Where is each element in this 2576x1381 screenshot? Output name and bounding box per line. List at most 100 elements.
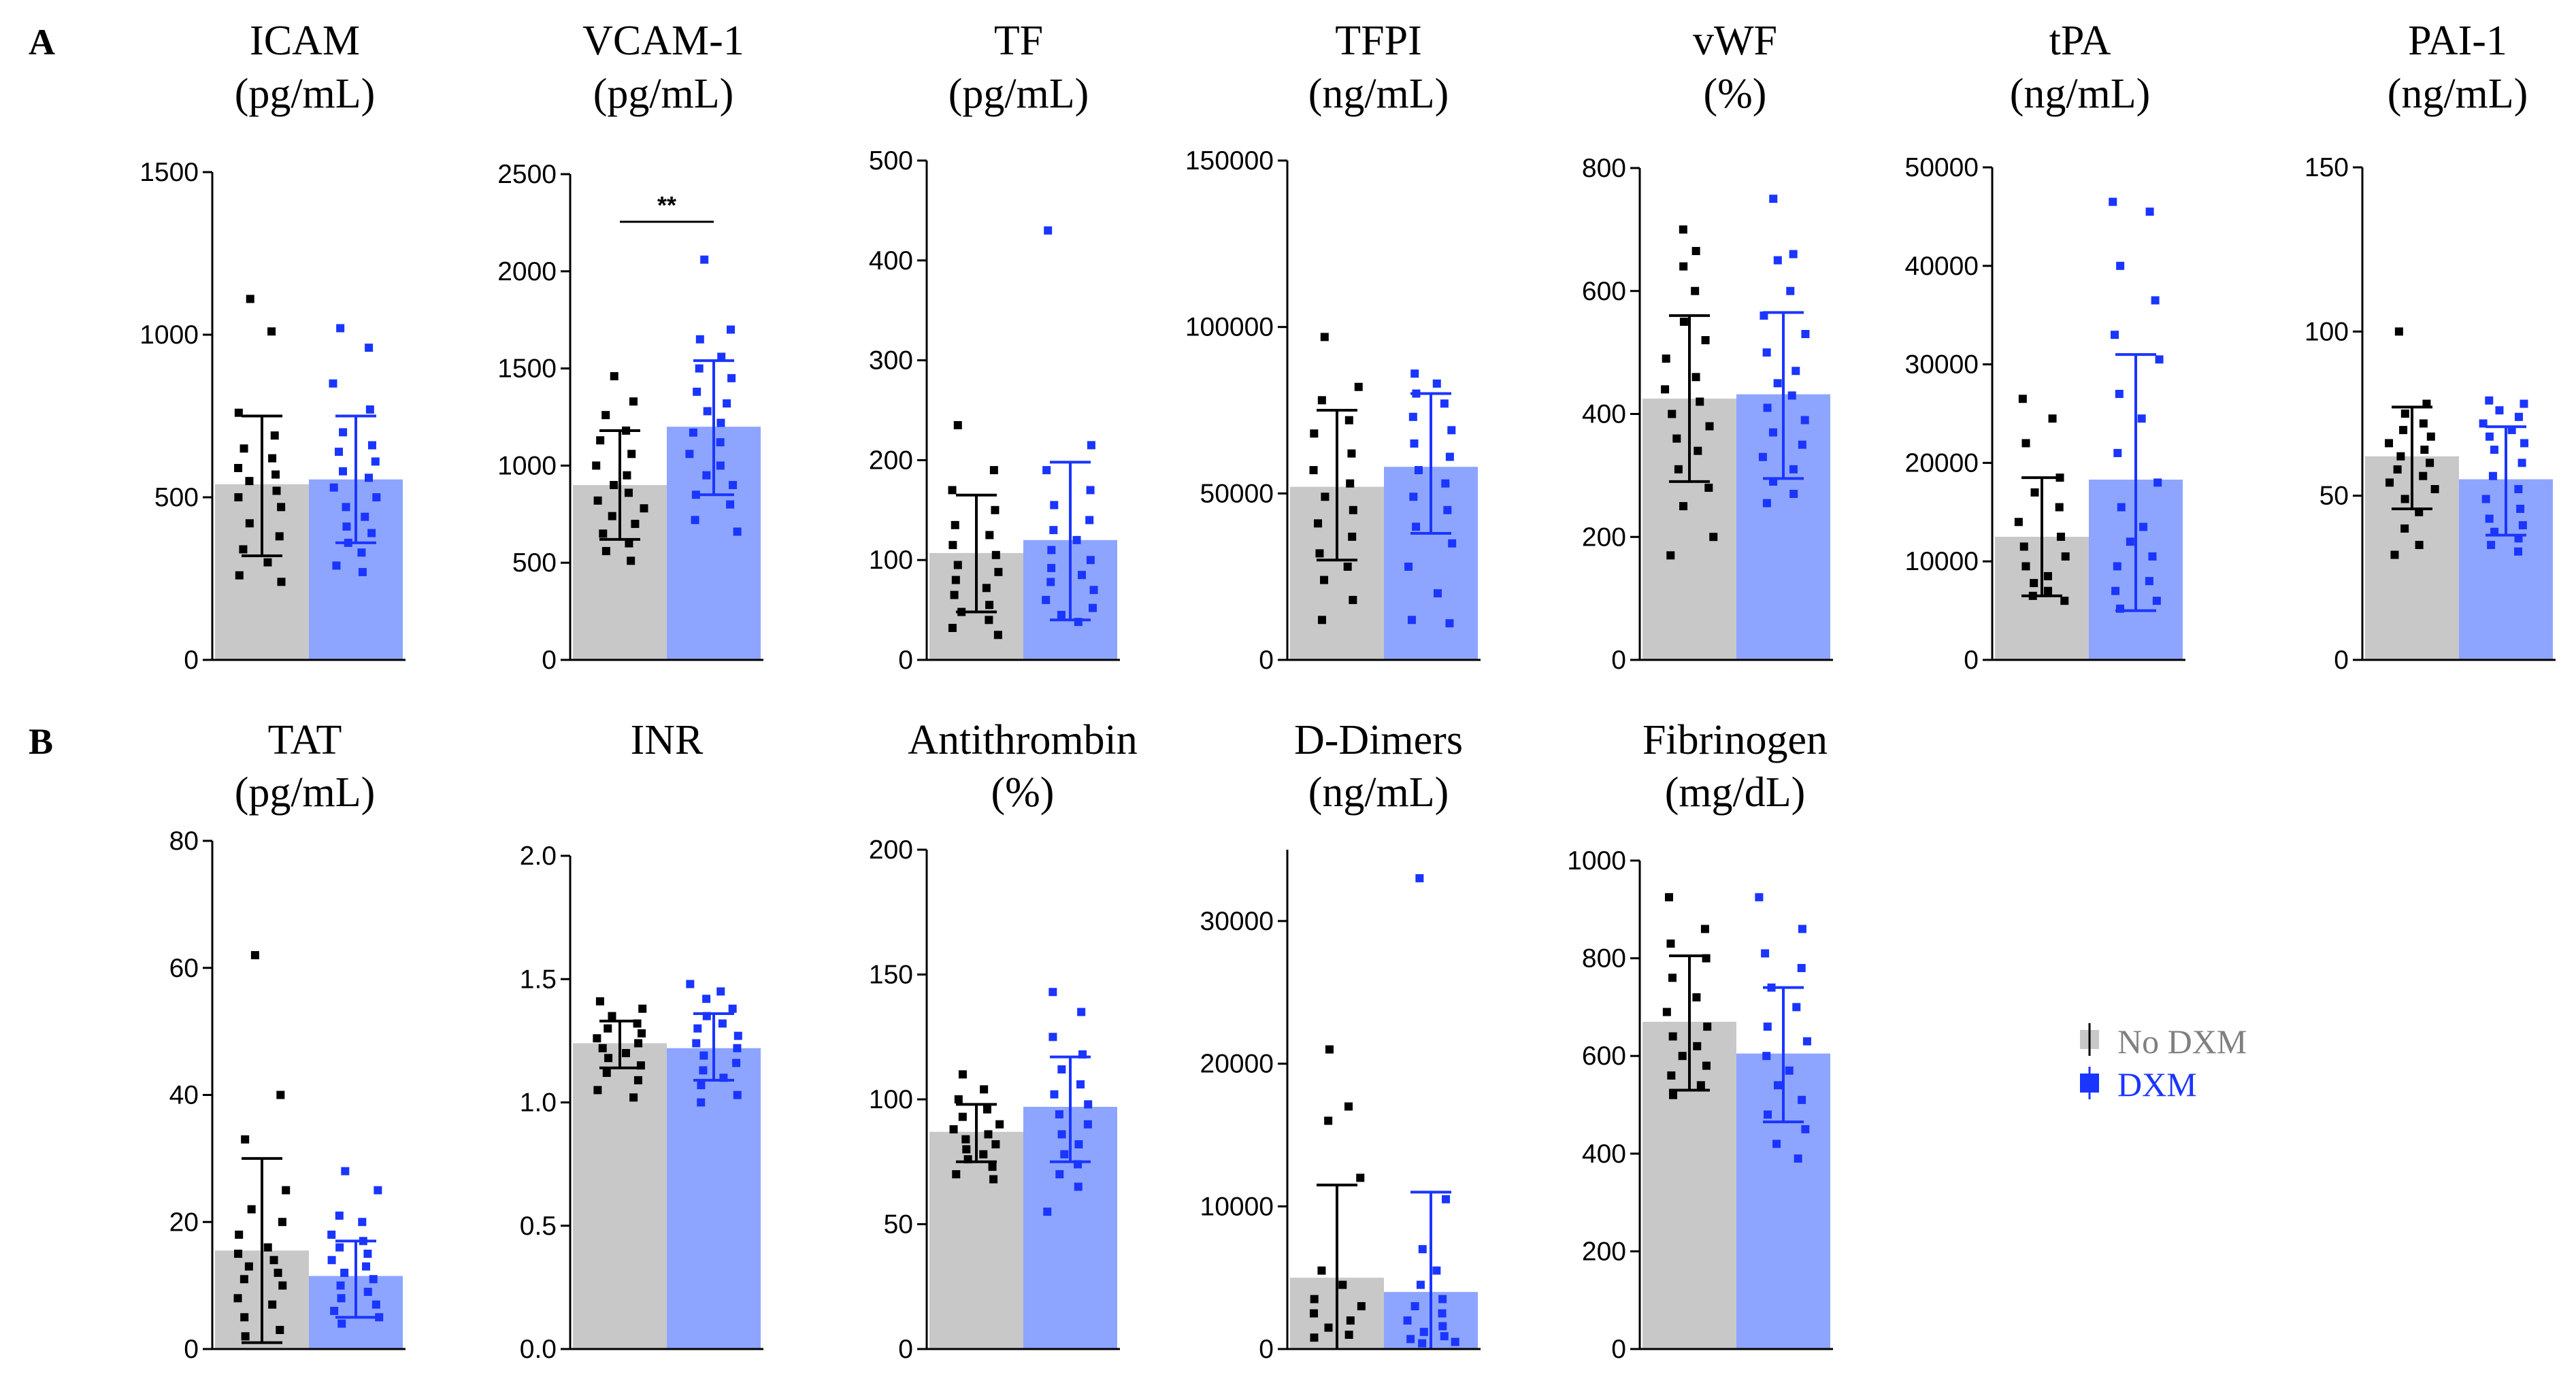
data-point-icam-no-dxm [263, 558, 272, 567]
data-point-antithrombin-no-dxm [961, 1135, 970, 1144]
data-point-antithrombin-dxm [1078, 1050, 1087, 1059]
data-point-antithrombin-dxm [1083, 1120, 1092, 1129]
data-point-tf-no-dxm [985, 616, 993, 625]
y-tick-label-tat: 60 [169, 954, 199, 983]
data-point-pai-1-dxm [2507, 426, 2516, 435]
data-point-pai-1-dxm [2517, 459, 2526, 467]
data-point-tpa-dxm [2116, 604, 2125, 613]
data-point-tat-no-dxm [263, 1243, 272, 1252]
panel-label-a: A [29, 22, 55, 63]
data-point-inr-dxm [733, 1044, 742, 1052]
data-point-icam-no-dxm [234, 463, 243, 472]
data-point-tfpi-no-dxm [1314, 519, 1323, 528]
chart-title-tfpi: TFPI [1335, 18, 1421, 64]
chart-vwf: vWF (%) 0 200 400 600 800 [1582, 18, 1833, 675]
data-point-tf-dxm [1086, 486, 1095, 495]
data-point-antithrombin-dxm [1048, 1033, 1057, 1042]
data-point-inr-no-dxm [608, 1012, 616, 1020]
data-point-icam-dxm [339, 428, 348, 437]
data-point-tfpi-dxm [1445, 619, 1454, 628]
data-point-icam-dxm [371, 457, 380, 466]
data-point-icam-dxm [358, 567, 367, 576]
data-point-antithrombin-no-dxm [962, 1145, 971, 1154]
data-point-vcam-1-dxm [716, 438, 725, 447]
data-point-d-dimers-dxm [1410, 1302, 1419, 1311]
data-point-tat-no-dxm [269, 1256, 278, 1265]
legend: No DXM DXM [2080, 1022, 2247, 1103]
data-point-tpa-no-dxm [2028, 591, 2037, 600]
data-point-inr-dxm [699, 1051, 708, 1060]
data-point-icam-dxm [372, 493, 381, 501]
data-point-vwf-dxm [1773, 379, 1782, 388]
data-point-pai-1-dxm [2518, 521, 2527, 530]
data-point-icam-no-dxm [272, 486, 281, 495]
data-point-vcam-1-dxm [733, 527, 742, 536]
data-point-pai-1-no-dxm [2385, 439, 2394, 448]
data-point-pai-1-no-dxm [2420, 446, 2429, 454]
data-point-vwf-dxm [1769, 195, 1778, 203]
data-point-tpa-no-dxm [2055, 503, 2064, 512]
data-point-tfpi-dxm [1410, 369, 1419, 378]
data-point-vcam-1-no-dxm [593, 496, 602, 505]
data-point-antithrombin-no-dxm [980, 1085, 989, 1094]
data-point-tat-dxm [371, 1300, 380, 1309]
y-tick-label-tpa: 40000 [1905, 252, 1979, 281]
data-point-pai-1-no-dxm [2419, 419, 2428, 428]
data-point-pai-1-no-dxm [2385, 478, 2394, 487]
chart-unit-tf: (pg/mL) [948, 71, 1089, 117]
data-point-fibrinogen-no-dxm [1668, 1032, 1677, 1041]
data-point-pai-1-no-dxm [2390, 550, 2399, 559]
data-point-vwf-dxm [1786, 286, 1795, 295]
data-point-pai-1-dxm [2485, 432, 2494, 441]
data-point-d-dimers-dxm [1416, 1280, 1425, 1289]
data-point-tat-no-dxm [244, 1262, 253, 1271]
data-point-tpa-dxm [2126, 537, 2134, 546]
data-point-fibrinogen-dxm [1761, 949, 1770, 958]
data-point-vcam-1-no-dxm [610, 480, 618, 489]
chart-title-inr: INR [631, 717, 704, 763]
chart-unit-tpa: (ng/mL) [2010, 71, 2151, 117]
data-point-vwf-no-dxm [1704, 483, 1713, 492]
data-point-pai-1-dxm [2514, 412, 2523, 421]
y-tick-label-d-dimers: 20000 [1200, 1050, 1274, 1079]
data-point-vcam-1-dxm [716, 461, 725, 470]
data-point-tat-no-dxm [274, 1268, 282, 1277]
data-point-inr-no-dxm [633, 1076, 642, 1084]
data-point-vwf-dxm [1800, 416, 1809, 425]
y-tick-label-inr: 1.0 [520, 1088, 557, 1118]
data-point-vcam-1-dxm [695, 335, 704, 344]
data-point-tfpi-no-dxm [1354, 382, 1363, 391]
data-point-icam-no-dxm [240, 444, 248, 453]
data-point-tat-no-dxm [233, 1294, 242, 1303]
y-tick-label-antithrombin: 50 [884, 1210, 913, 1239]
y-tick-label-inr: 1.5 [520, 965, 557, 994]
data-point-vcam-1-dxm [691, 490, 700, 499]
data-point-vwf-no-dxm [1679, 317, 1688, 326]
y-tick-label-tfpi: 100000 [1185, 313, 1274, 342]
data-point-fibrinogen-dxm [1798, 925, 1806, 933]
data-point-tat-dxm [330, 1306, 339, 1315]
data-point-icam-no-dxm [245, 519, 254, 528]
chart-panels: ICAM(pg/mL)050010001500VCAM-1(pg/mL)0500… [139, 18, 2556, 1364]
data-point-icam-dxm [344, 538, 352, 547]
data-point-antithrombin-no-dxm [995, 1120, 1004, 1129]
data-point-tat-dxm [369, 1275, 378, 1284]
data-point-antithrombin-dxm [1050, 1090, 1059, 1099]
data-point-pai-1-dxm [2520, 399, 2528, 408]
data-point-vcam-1-no-dxm [599, 529, 608, 538]
data-point-fibrinogen-dxm [1801, 1125, 1810, 1133]
data-point-d-dimers-dxm [1418, 1245, 1427, 1254]
data-point-icam-no-dxm [275, 532, 284, 541]
data-point-tpa-dxm [2117, 503, 2126, 512]
data-point-tfpi-dxm [1441, 479, 1450, 488]
data-point-pai-1-dxm [2514, 547, 2523, 556]
data-point-antithrombin-dxm [1048, 988, 1057, 997]
data-point-tf-no-dxm [953, 421, 962, 430]
panel-label-b: B [29, 721, 53, 762]
data-point-antithrombin-dxm [1060, 1150, 1069, 1159]
data-point-pai-1-dxm [2490, 446, 2498, 454]
y-tick-label-fibrinogen: 200 [1582, 1237, 1626, 1266]
data-point-tpa-dxm [2113, 448, 2122, 457]
data-point-antithrombin-no-dxm [989, 1175, 998, 1184]
